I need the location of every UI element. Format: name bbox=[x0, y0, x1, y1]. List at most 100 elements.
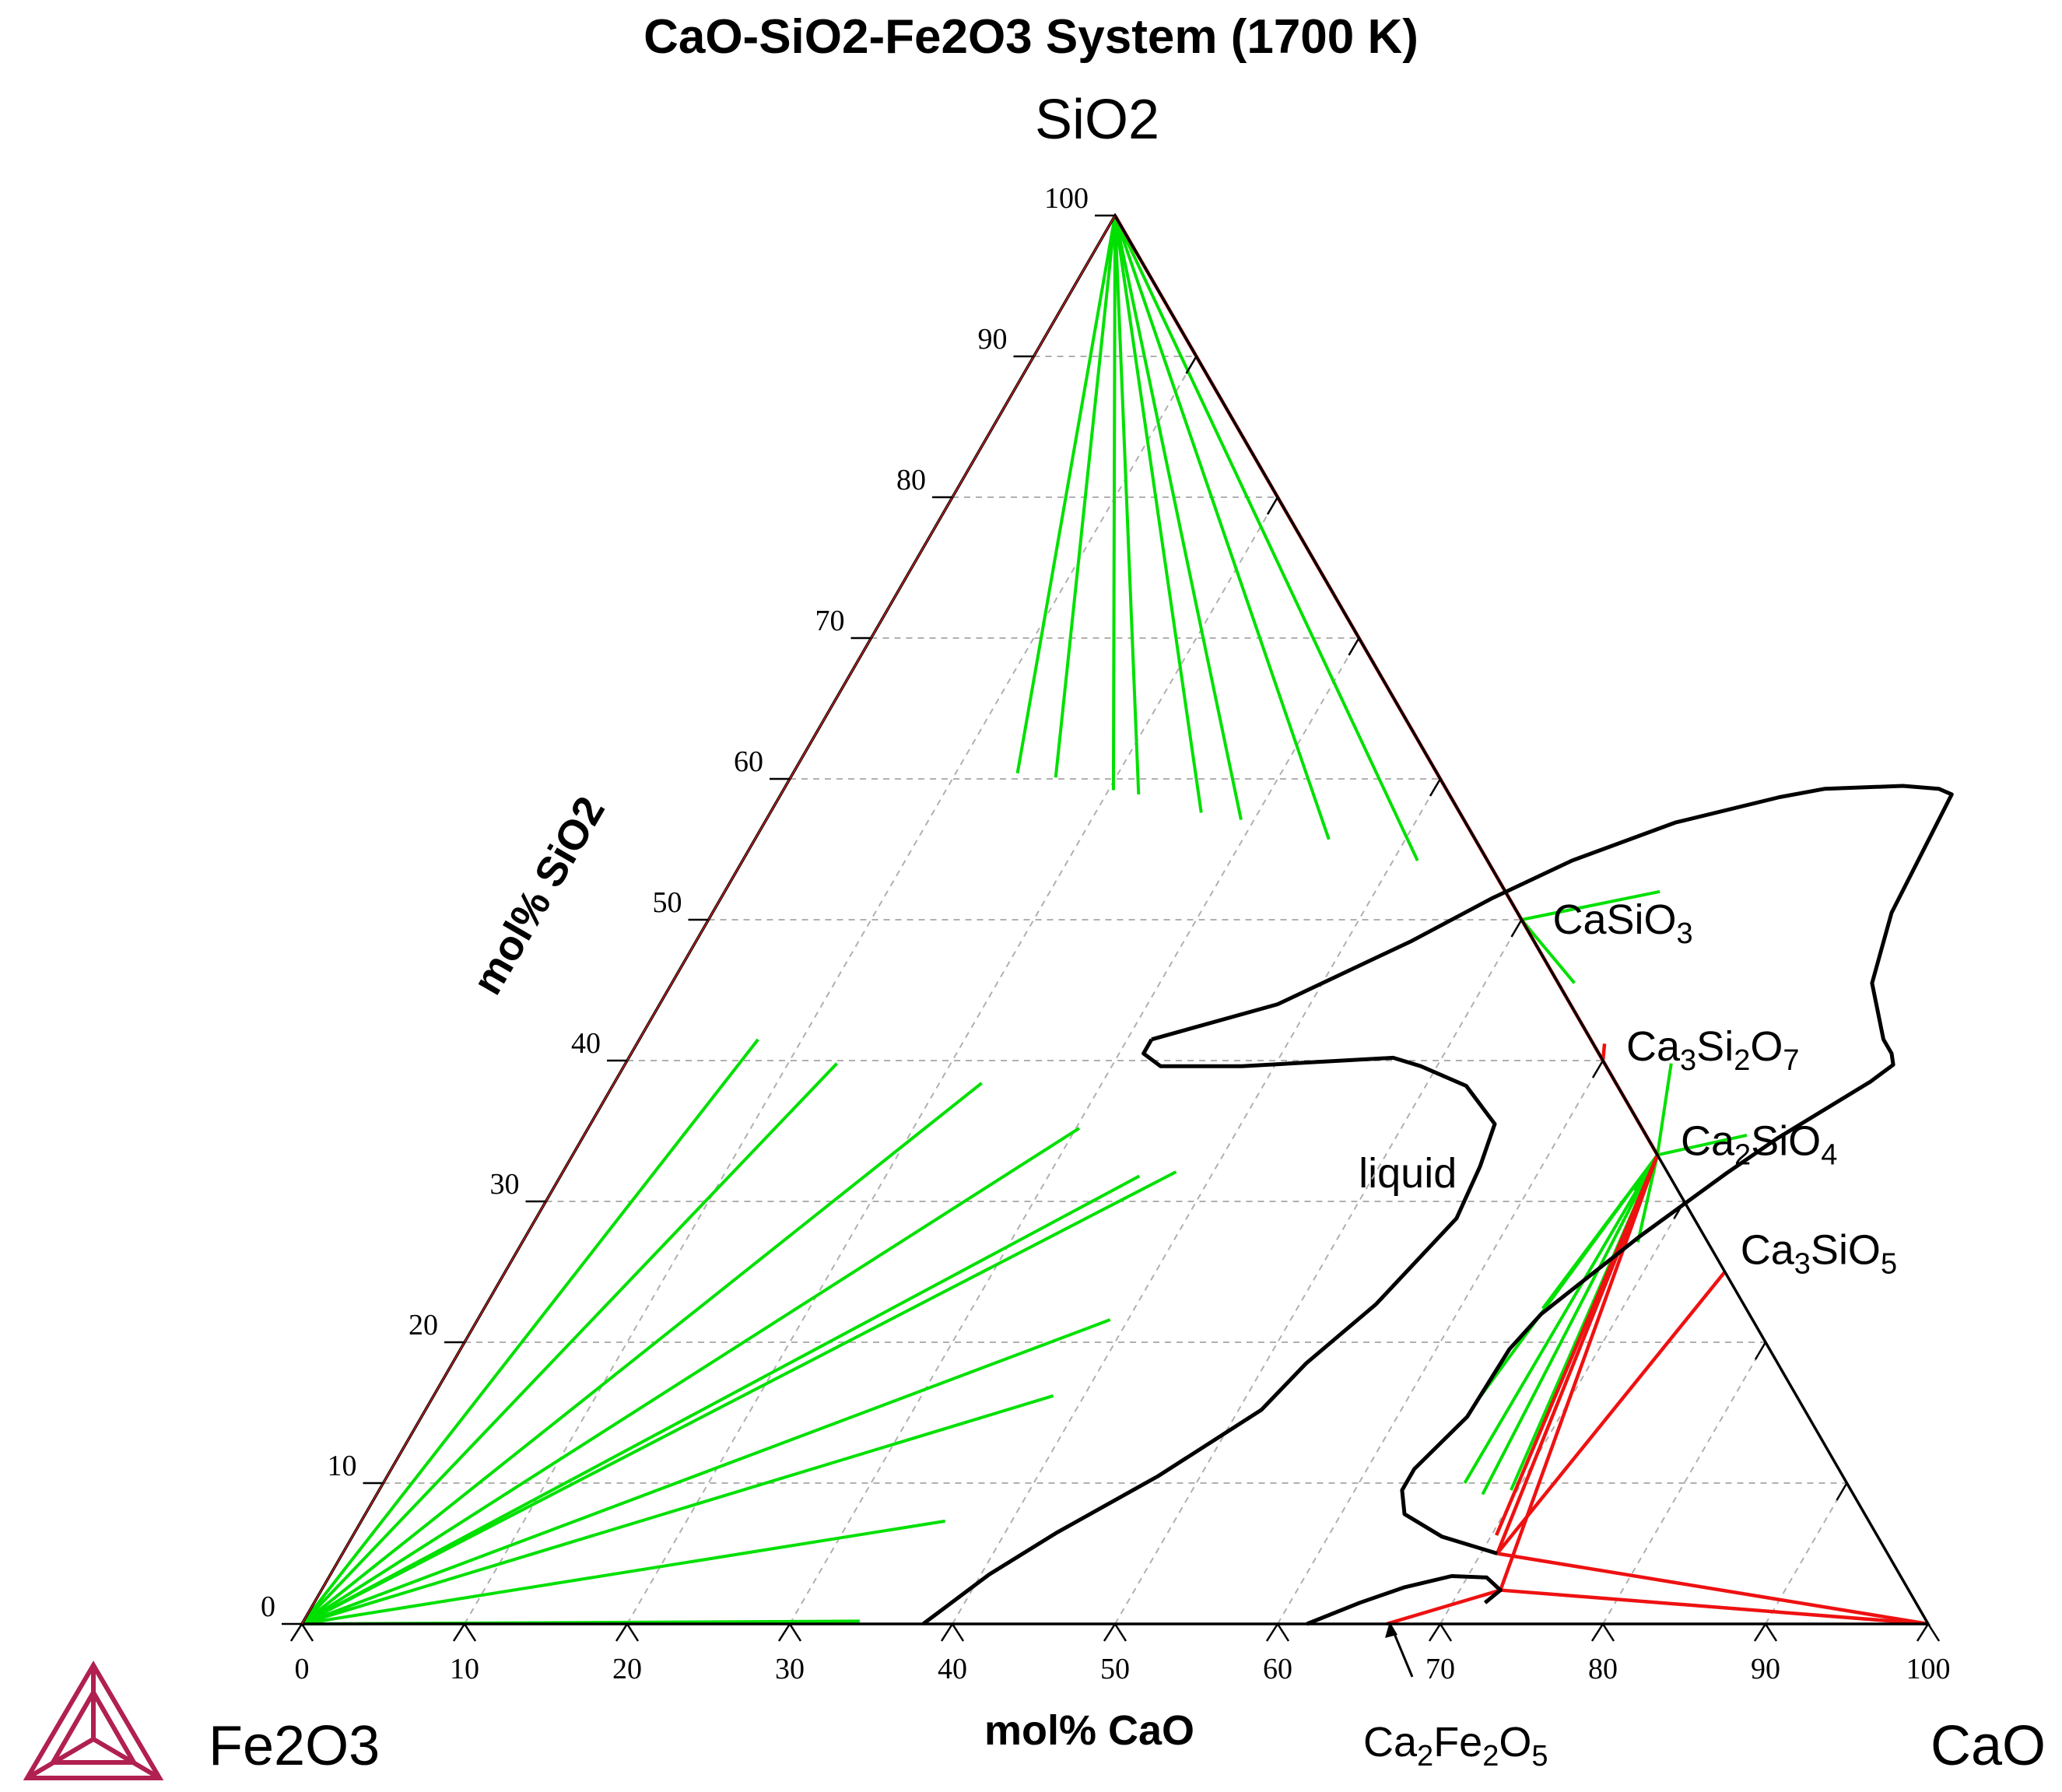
right-tick-mark bbox=[1429, 778, 1442, 797]
phase-label: Ca3SiO5 bbox=[1741, 1227, 1897, 1281]
tie-line bbox=[1113, 215, 1331, 840]
tie-line bbox=[1113, 215, 1203, 813]
bottom-tick-mark bbox=[940, 1623, 954, 1642]
bottom-tick-mark bbox=[300, 1623, 314, 1642]
bottom-tick-mark bbox=[289, 1623, 303, 1642]
two-phase-line bbox=[1496, 1271, 1727, 1555]
tie-line bbox=[1521, 889, 1660, 921]
bottom-tick-mark bbox=[1916, 1623, 1930, 1642]
tie-line bbox=[300, 1038, 759, 1625]
liquid-boundary-lower bbox=[1306, 1574, 1503, 1626]
tie-line bbox=[1113, 215, 1141, 794]
two-phase-line bbox=[1386, 1588, 1501, 1626]
bottom-tick-mark bbox=[1428, 1623, 1442, 1642]
bottom-tick-label: 20 bbox=[612, 1653, 642, 1685]
bottom-tick-mark bbox=[777, 1623, 791, 1642]
bottom-tick-mark bbox=[1753, 1623, 1767, 1642]
tie-line bbox=[301, 1170, 1177, 1625]
left-tick-label: 60 bbox=[734, 745, 763, 778]
bottom-tick-label: 80 bbox=[1588, 1653, 1618, 1685]
bottom-tick-mark bbox=[788, 1623, 802, 1642]
software-logo-icon bbox=[23, 1660, 164, 1780]
phase-label: Ca2SiO4 bbox=[1681, 1117, 1837, 1171]
liquid-region-label: liquid bbox=[1359, 1150, 1457, 1197]
grid-line-cao-30 bbox=[789, 637, 1360, 1625]
chart-title: CaO-SiO2-Fe2O3 System (1700 K) bbox=[643, 10, 1419, 64]
tie-line bbox=[1054, 215, 1117, 778]
right-tick-mark bbox=[1358, 637, 1370, 656]
tie-line bbox=[1113, 215, 1419, 861]
tie-line bbox=[1111, 215, 1117, 791]
right-component-label: CaO bbox=[1930, 1715, 2046, 1777]
bottom-tick-label: 70 bbox=[1426, 1653, 1455, 1685]
right-tick-mark bbox=[1185, 356, 1198, 374]
left-tick-label: 100 bbox=[1044, 182, 1089, 215]
two-phase-line bbox=[1500, 1588, 1929, 1626]
left-tick-label: 90 bbox=[978, 323, 1008, 356]
bottom-tick-label: 50 bbox=[1100, 1653, 1130, 1685]
two-phase-line bbox=[1496, 1552, 1929, 1626]
bottom-tick-mark bbox=[1601, 1623, 1615, 1642]
bottom-tick-mark bbox=[1439, 1623, 1453, 1642]
tie-lines bbox=[300, 215, 1748, 1625]
bottom-tick-mark bbox=[452, 1623, 466, 1642]
left-tick-label: 80 bbox=[896, 464, 926, 496]
tie-line bbox=[1463, 1154, 1659, 1485]
bottom-tick-mark bbox=[1276, 1623, 1290, 1642]
left-component-label: Fe2O3 bbox=[209, 1715, 380, 1777]
grid-line-cao-80 bbox=[1602, 1341, 1766, 1625]
right-tick-mark bbox=[1195, 356, 1208, 374]
right-tick-mark bbox=[1276, 496, 1289, 515]
bottom-tick-label: 40 bbox=[938, 1653, 967, 1685]
axis-ticks: 00 10 10 20 20 30 30 40 40 50 50 60 60 70 70 80 80 90 90 10… bbox=[261, 182, 1951, 1685]
bottom-tick-label: 30 bbox=[775, 1653, 805, 1685]
bottom-tick-mark bbox=[1927, 1623, 1941, 1642]
ca2fe2o5-pointer-arrow bbox=[1385, 1622, 1414, 1678]
right-tick-mark bbox=[1683, 1201, 1696, 1219]
phase-label: CaSiO3 bbox=[1553, 896, 1693, 950]
right-tick-mark bbox=[1591, 1060, 1604, 1078]
tie-line bbox=[300, 1062, 839, 1625]
left-tick-label: 30 bbox=[490, 1168, 520, 1201]
bottom-tick-label: 100 bbox=[1906, 1653, 1951, 1685]
tie-line bbox=[1657, 1133, 1748, 1157]
right-tick-mark bbox=[1510, 919, 1523, 938]
left-tick-label: 0 bbox=[261, 1590, 275, 1623]
right-tick-mark bbox=[1754, 1341, 1767, 1360]
left-tick-label: 50 bbox=[653, 886, 682, 919]
bottom-tick-label: 90 bbox=[1751, 1653, 1780, 1685]
tie-line bbox=[301, 1318, 1111, 1625]
bottom-tick-mark bbox=[615, 1623, 629, 1642]
phase-label: Ca3Si2O7 bbox=[1626, 1023, 1799, 1077]
right-tick-mark bbox=[1520, 919, 1533, 938]
two-phase-line bbox=[1499, 1154, 1660, 1591]
grid-line-cao-50 bbox=[1114, 919, 1523, 1625]
liquid-boundary-upper bbox=[921, 1038, 1497, 1626]
bottom-tick-label: 0 bbox=[295, 1653, 310, 1685]
grid-line-cao-10 bbox=[464, 356, 1198, 1625]
tie-line bbox=[1113, 215, 1243, 820]
left-tick-label: 20 bbox=[409, 1309, 438, 1341]
right-tick-mark bbox=[1439, 778, 1452, 797]
two-phase-line bbox=[1601, 1043, 1607, 1061]
bottom-tick-label: 10 bbox=[450, 1653, 479, 1685]
tie-line bbox=[300, 1127, 1081, 1625]
tie-line bbox=[301, 1519, 945, 1625]
right-tick-mark bbox=[1764, 1341, 1777, 1360]
phase-label: Ca2Fe2O5 bbox=[1363, 1719, 1548, 1773]
y-axis-label: mol% SiO2 bbox=[464, 789, 614, 1002]
bottom-tick-mark bbox=[1113, 1623, 1127, 1642]
bottom-tick-mark bbox=[1590, 1623, 1604, 1642]
phase-labels: CaSiO3 Ca3Si2O7 Ca2SiO4 Ca3SiO5 Ca2Fe2O5 bbox=[1363, 896, 1897, 1773]
tie-line bbox=[1520, 918, 1576, 984]
x-axis-label: mol% CaO bbox=[984, 1707, 1194, 1754]
right-tick-mark bbox=[1836, 1482, 1848, 1501]
right-tick-mark bbox=[1348, 637, 1360, 656]
bottom-tick-mark bbox=[626, 1623, 640, 1642]
liquid-boundaries bbox=[921, 784, 1954, 1626]
top-component-label: SiO2 bbox=[1035, 89, 1159, 151]
bottom-tick-label: 60 bbox=[1263, 1653, 1292, 1685]
tie-line bbox=[300, 1082, 983, 1625]
bottom-tick-mark bbox=[1103, 1623, 1117, 1642]
